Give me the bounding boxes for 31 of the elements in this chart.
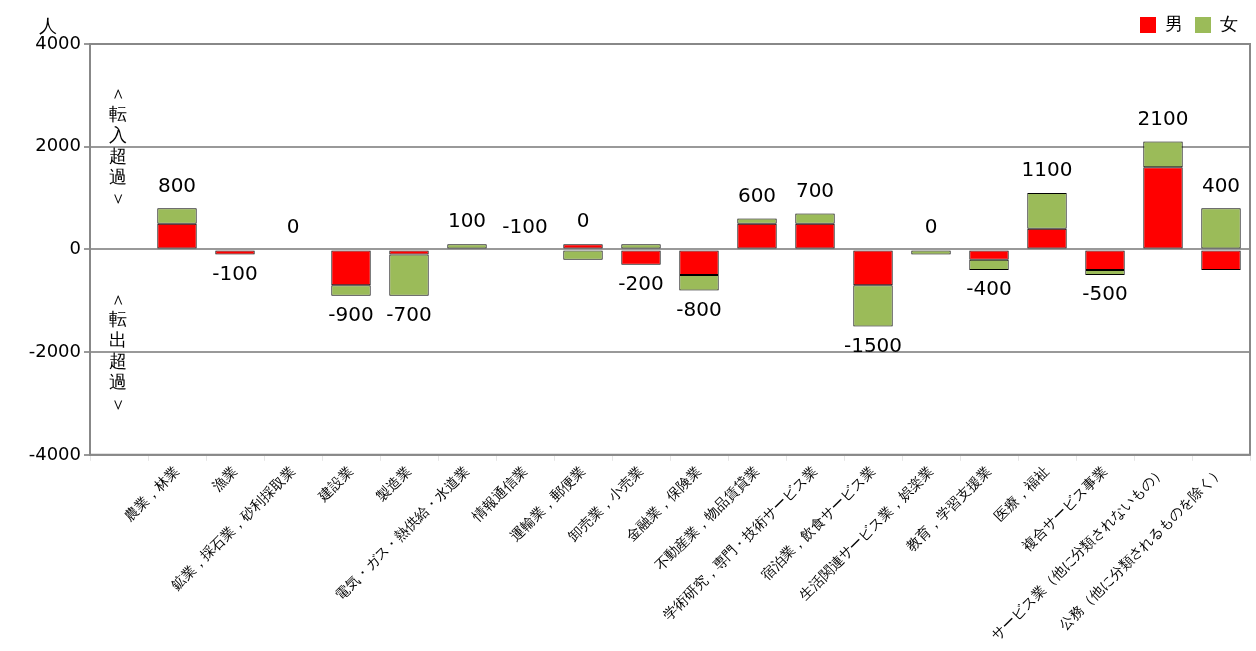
annotation: -100 [502, 213, 548, 238]
total-label: -900 [328, 301, 374, 326]
y-tick-label: -4000 [28, 442, 81, 464]
total-label: -500 [1082, 281, 1128, 306]
x-tick-label: 漁業 [208, 463, 240, 495]
legend-label: 男 [1165, 12, 1183, 34]
total-label: 600 [737, 182, 777, 207]
total-label: 100 [447, 208, 487, 233]
x-tick-label: 農業，林業 [120, 463, 182, 524]
total-label: -200 [618, 271, 664, 296]
total-label: 0 [286, 213, 300, 238]
total-label: -1500 [843, 332, 903, 357]
annotation: -700 [386, 301, 432, 326]
y-tick-label: 2000 [35, 134, 81, 156]
total-label: -800 [676, 296, 722, 321]
total-label: 700 [795, 177, 835, 202]
total-label: -400 [966, 276, 1012, 301]
annotation: ＜転入超過＞ [109, 85, 131, 209]
annotation: 0 [924, 213, 938, 238]
total-label: 2100 [1137, 105, 1189, 130]
y-tick-label: -2000 [28, 339, 81, 361]
total-label: 400 [1201, 172, 1241, 197]
legend-label: 女 [1220, 12, 1238, 34]
annotation: 0 [576, 208, 590, 233]
total-label: 800 [157, 172, 197, 197]
x-tick-label: 製造業 [372, 463, 414, 505]
y-tick-label: 0 [69, 237, 81, 259]
total-label: -100 [212, 260, 258, 285]
total-label: 1100 [1021, 157, 1073, 182]
annotation: ＜転出超過＞ [109, 290, 131, 414]
x-tick-label: 建設業 [313, 463, 356, 505]
